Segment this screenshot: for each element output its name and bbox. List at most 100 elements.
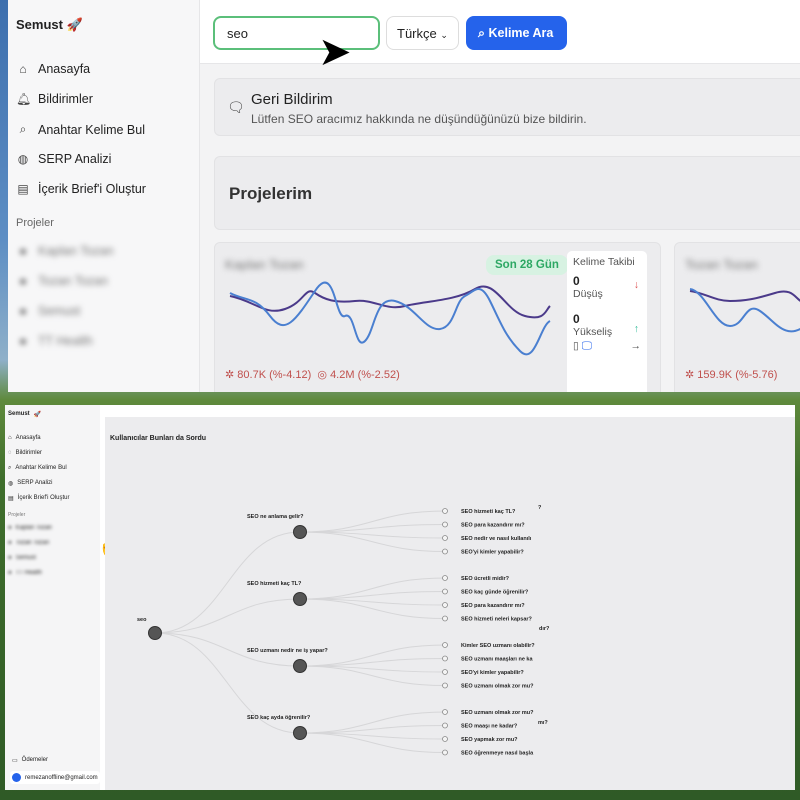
project-item[interactable]: ● Tozan Tozan [8,540,50,546]
feedback-title: Geri Bildirim [251,91,333,108]
overflow-label: mı? [538,720,548,726]
brand: Semust 🚀 [16,17,83,32]
sidebar: Semust 🚀 ⌂ Anasayfa ◌ Bildirimler ⌕ Anahtar … [5,405,100,790]
question-tree: SEO hizmeti kaç TL? SEO para kazandırır m… [137,505,550,757]
tree-link [154,632,301,667]
leaf-label: SEO maaşı ne kadar? [461,724,518,730]
mobile-icon[interactable]: ▯ [573,340,579,352]
leaf-node [442,736,448,742]
tree-link [299,732,446,753]
tree-title: Kullanıcılar Bunları da Sordu [110,435,207,442]
leaf-node [442,615,448,622]
label: Bildirimler [38,92,93,106]
traffic-chart [689,288,800,333]
clicks-icon: ✲ [225,369,235,381]
project-card[interactable]: Kaplan Tozan Son 28 Gün ✲ 80.7K (%-4.12)… [214,242,661,392]
projects-card: Projelerim [214,156,800,230]
projects-title: Projelerim [229,184,313,203]
user-account[interactable]: remezanoffline@gmail.com [10,771,100,784]
project-item[interactable]: ● Kaplan Tozan [8,525,52,531]
top-screenshot: Semust 🚀 ⌂ Anasayfa 🔔︎ Bildirimler ⌕ Anahta… [8,0,800,392]
sidebar-item-serp[interactable]: ◍ SERP Analizi [8,480,53,487]
search-icon: ⌕ [8,465,12,471]
root-label: seo [137,617,147,623]
tree-link [299,711,446,734]
leaf-node [442,722,448,729]
branch-label: SEO uzmanı nedir ne iş yapar? [247,648,328,654]
search-input[interactable]: seo [213,16,380,50]
sidebar-item-home[interactable]: ⌂ Anasayfa [16,62,90,76]
chat-icon: 🗨︎ [227,99,245,115]
series-line [689,288,800,333]
label: SERP Analizi [38,152,112,166]
wallet-icon: ▭ [12,758,18,764]
leaf-node [442,575,448,581]
leaf-label: SEO kaç günde öğrenilir? [461,590,529,596]
projects-label: Projeler [8,512,26,518]
project-name: Kaplan Tozan [225,257,304,272]
language-select[interactable]: Türkçe ⌄ [386,16,459,50]
sidebar-item-keyword[interactable]: ⌕ Anahtar Kelime Bul [8,465,67,471]
tree-link [299,725,446,734]
traffic-chart [229,281,551,356]
leaf-label: SEO öğrenmeye nasıl başla [461,751,534,757]
project-stats: ✲ 80.7K (%-4.12) ◎ 4.2M (%-2.52) [225,369,400,382]
leaf-label: SEO'yi kimler yapabilir? [461,550,524,556]
sidebar-item-home[interactable]: ⌂ Anasayfa [8,435,41,441]
leaf-node [442,682,448,689]
arrow-cursor-icon: ➤ [318,30,352,74]
tree-link [154,531,301,634]
leaf-node [442,548,448,555]
leaf-label: SEO para kazandırır mı? [461,603,525,609]
series-line [229,285,551,319]
tracking-title: Kelime Takibi [573,256,635,268]
project-item[interactable]: ● Semust [8,555,36,561]
project-card[interactable]: Tozan Tozan ✲ 159.9K (%-5.76) [674,242,800,392]
stat-clicks: 80.7K (%-4.12) [237,369,312,381]
keyword-tracking: Kelime Takibi 0 Düşüş ↓ 0 Yükseliş ↑ ▯ 🖵… [567,251,647,392]
sidebar-item-keyword[interactable]: ⌕ Anahtar Kelime Bul [16,122,145,137]
leaf-label: SEO hizmeti neleri kapsar? [461,617,533,623]
impressions-icon: ◎ [317,369,327,381]
sidebar-item-notifications[interactable]: 🔔︎ Bildirimler [16,92,93,106]
project-item[interactable]: ● Tozan Tozan [19,274,108,288]
search-button[interactable]: ⌕ Kelime Ara [466,16,567,50]
label: İçerik Brief'i Oluştur [38,182,146,196]
sidebar: Semust 🚀 ⌂ Anasayfa 🔔︎ Bildirimler ⌕ Anahta… [8,0,200,392]
brand: Semust 🚀 [8,411,42,418]
chevron-down-icon: ⌄ [440,30,448,40]
project-stats: ✲ 159.9K (%-5.76) [685,369,777,382]
leaf-node [442,709,448,715]
arrow-right-icon[interactable]: → [630,340,642,352]
project-item[interactable]: ● TT Health [19,334,93,348]
project-item[interactable]: ● Kaplan Tozan [19,244,114,258]
sidebar-item-brief[interactable]: ▤ İçerik Brief'i Oluştur [16,182,146,196]
questions-panel: Kullanıcılar Bunları da Sordu [105,417,795,790]
tree-link [154,598,301,634]
leaf-node [442,588,448,595]
branch-node [293,592,307,606]
payments-link[interactable]: ▭ Ödemeler [12,757,49,764]
leaf-label: SEO yapmak zor mu? [461,737,518,743]
overflow-label: ? [538,505,542,511]
branch-node [293,726,307,740]
projects-label: Projeler [16,217,54,229]
desktop-icon[interactable]: 🖵︎ [581,340,592,352]
overflow-label: dır? [539,626,550,632]
sidebar-item-notifications[interactable]: ◌ Bildirimler [8,450,42,456]
feedback-text: Lütfen SEO aracımız hakkında ne düşündüğ… [251,112,587,126]
bottom-screenshot: Semust 🚀 ⌂ Anasayfa ◌ Bildirimler ⌕ Anahtar … [5,405,795,790]
tree-link [299,598,446,619]
leaf-label: Kimler SEO uzmanı olabilir? [461,643,535,649]
stat-impressions: 4.2M (%-2.52) [330,369,400,381]
sidebar-item-serp[interactable]: ◍ SERP Analizi [16,152,112,166]
project-item[interactable]: ● Semust [19,304,81,318]
leaf-node [442,535,448,541]
label: Anahtar Kelime Bul [38,122,146,137]
project-item[interactable]: ● TT Health [8,570,42,576]
tree-link [154,632,301,734]
sidebar-item-brief[interactable]: ▤ İçerik Brief'i Oluştur [8,495,70,502]
leaf-node [442,602,448,608]
feedback-card[interactable]: 🗨︎ Geri Bildirim Lütfen SEO aracımız hak… [214,78,800,136]
leaf-label: SEO'yi kimler yapabilir? [461,670,524,676]
